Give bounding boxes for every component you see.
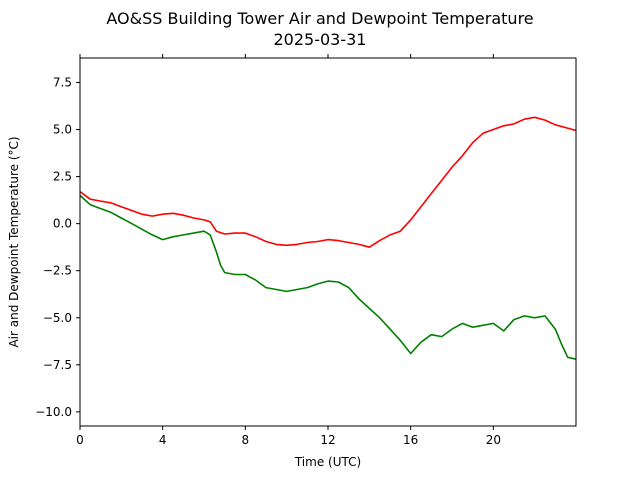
plot-frame — [79, 57, 577, 427]
y-tick-label: −10.0 — [35, 405, 72, 419]
x-tick-label: 12 — [320, 433, 335, 447]
y-tick-label: 2.5 — [53, 170, 72, 184]
x-tick-label: 20 — [486, 433, 501, 447]
y-tick-label: −5.0 — [43, 311, 72, 325]
y-axis-label: Air and Dewpoint Temperature (°C) — [7, 136, 21, 347]
series-line-0 — [79, 116, 577, 248]
y-tick-label: 5.0 — [53, 123, 72, 137]
y-tick-label: −7.5 — [43, 358, 72, 372]
x-tick-label: 8 — [242, 433, 250, 447]
chart-subtitle: 2025-03-31 — [274, 30, 367, 49]
y-tick-label: 7.5 — [53, 75, 72, 89]
y-tick-label: −2.5 — [43, 264, 72, 278]
chart-title: AO&SS Building Tower Air and Dewpoint Te… — [106, 9, 533, 28]
x-tick-label: 4 — [159, 433, 167, 447]
series-line-1 — [79, 194, 577, 360]
x-tick-label: 16 — [403, 433, 418, 447]
x-axis-label: Time (UTC) — [294, 455, 361, 469]
series-layer — [79, 116, 577, 360]
x-tick-label: 0 — [76, 433, 84, 447]
tick-layer: 0 4 8 12 16 20 −10.0 −7.5 −5.0 −2.5 0.0 2.5 5.0 7.5 — [35, 54, 501, 447]
y-tick-label: 0.0 — [53, 217, 72, 231]
